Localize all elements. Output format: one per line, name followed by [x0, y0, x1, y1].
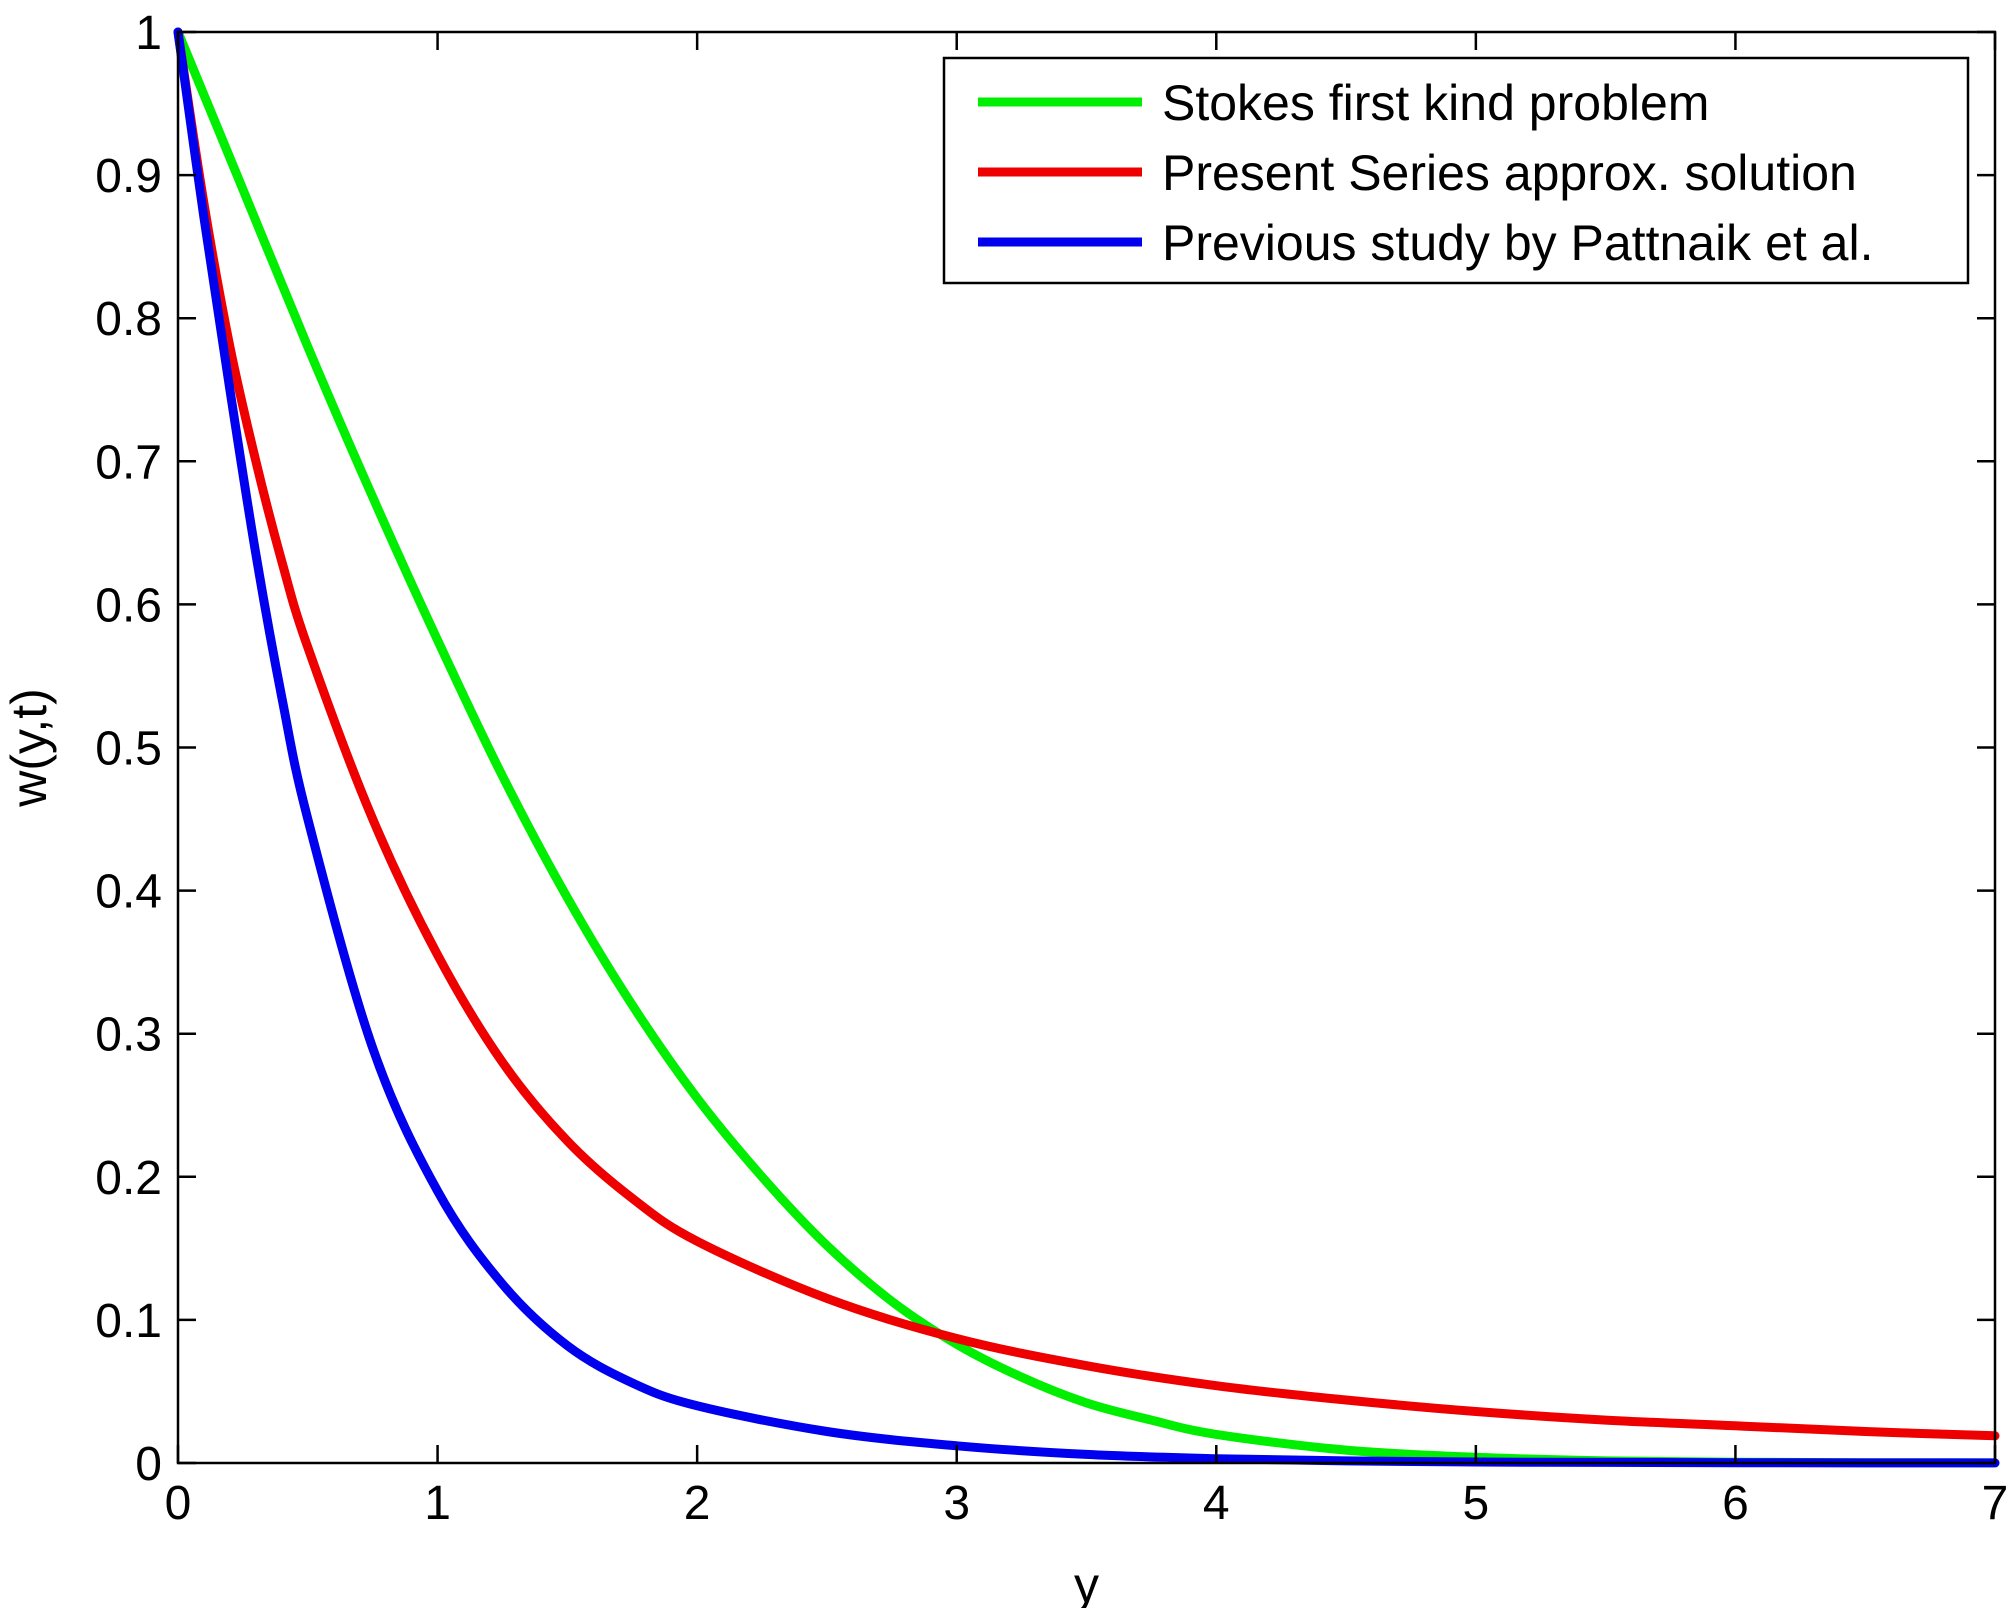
y-tick-label-5: 0.5 [95, 723, 162, 776]
series-line-present-series [173, 27, 2000, 1441]
y-tick-label-6: 0.6 [95, 579, 162, 632]
legend-label-present-series: Present Series approx. solution [1162, 145, 1857, 201]
legend-label-pattnaik: Previous study by Pattnaik et al. [1162, 215, 1873, 271]
x-axis-label: y [1074, 1557, 1099, 1608]
x-tick-label-3: 3 [943, 1477, 970, 1530]
x-tick-label-1: 1 [424, 1477, 451, 1530]
y-tick-label-4: 0.4 [95, 866, 162, 919]
ticks-layer: 0 1 2 3 4 5 6 7 0 0.1 0.2 0.3 0.4 0.5 0.6 0.7 0.8 0.9 1 [95, 7, 2008, 1530]
legend: Stokes first kind problem Present Series… [942, 56, 1970, 285]
x-tick-label-2: 2 [684, 1477, 711, 1530]
y-tick-label-8: 0.8 [95, 293, 162, 346]
y-tick-label-2: 0.2 [95, 1152, 162, 1205]
x-tick-label-0: 0 [165, 1477, 192, 1530]
y-tick-label-10: 1 [135, 7, 162, 60]
legend-label-stokes: Stokes first kind problem [1162, 75, 1709, 131]
y-tick-label-7: 0.7 [95, 436, 162, 489]
x-tick-label-4: 4 [1203, 1477, 1230, 1530]
y-tick-label-1: 0.1 [95, 1295, 162, 1348]
y-tick-label-9: 0.9 [95, 150, 162, 203]
y-tick-label-3: 0.3 [95, 1009, 162, 1062]
y-axis-label: w(y,t) [1, 688, 57, 807]
x-tick-label-6: 6 [1722, 1477, 1749, 1530]
x-tick-label-5: 5 [1463, 1477, 1490, 1530]
x-tick-label-7: 7 [1982, 1477, 2008, 1530]
y-tick-label-0: 0 [135, 1438, 162, 1491]
